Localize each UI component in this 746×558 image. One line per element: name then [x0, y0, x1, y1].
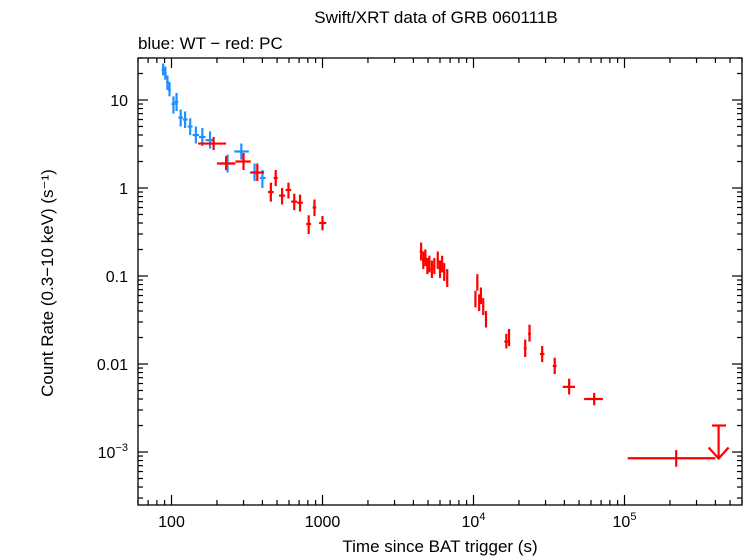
- data-point: [627, 450, 716, 467]
- data-point: [428, 255, 431, 273]
- x-tick-label: 105: [613, 511, 637, 531]
- data-point: [187, 118, 193, 136]
- data-point: [484, 311, 488, 328]
- data-point: [441, 255, 444, 273]
- data-point: [163, 66, 167, 80]
- x-tick-label: 100: [158, 514, 185, 531]
- data-point: [528, 324, 531, 342]
- data-point: [443, 263, 446, 281]
- data-point: [476, 274, 479, 291]
- x-tick-label: 1000: [305, 514, 341, 531]
- data-point: [192, 126, 199, 144]
- plot-frame: [137, 57, 743, 506]
- series-pc: [198, 136, 730, 467]
- data-point: [273, 170, 278, 187]
- data-point: [216, 156, 236, 171]
- y-tick-label: 10−3: [98, 442, 128, 462]
- data-point: [174, 93, 179, 111]
- data-point: [539, 346, 545, 363]
- data-point: [424, 249, 427, 266]
- data-point: [474, 290, 477, 308]
- data-point: [234, 143, 249, 160]
- data-point: [267, 182, 274, 202]
- data-point: [312, 199, 317, 217]
- data-point: [504, 333, 509, 349]
- data-point: [419, 242, 423, 261]
- chart-title: Swift/XRT data of GRB 060111B: [314, 8, 558, 27]
- data-point: [552, 357, 557, 374]
- y-tick-label: 0.1: [106, 269, 128, 286]
- data-point: [478, 294, 481, 312]
- data-point: [171, 96, 176, 114]
- data-point: [168, 82, 171, 97]
- x-tick-label: 104: [462, 511, 486, 531]
- data-point: [306, 215, 312, 235]
- data-point: [422, 251, 425, 270]
- axis-ticks: 100 1000 104 105 10 1 0.1 0.01 10−3: [97, 57, 743, 531]
- data-point: [235, 152, 251, 171]
- x-axis-label: Time since BAT trigger (s): [342, 537, 537, 556]
- data-points: [161, 63, 730, 467]
- y-tick-label: 10: [110, 93, 128, 110]
- data-point: [433, 258, 436, 275]
- data-point: [182, 111, 188, 129]
- data-point: [426, 258, 429, 275]
- data-point: [436, 251, 439, 270]
- y-tick-label: 0.01: [97, 357, 128, 374]
- data-point: [479, 287, 483, 305]
- data-point: [161, 63, 165, 76]
- data-point: [562, 378, 575, 395]
- chart-subtitle: blue: WT − red: PC: [138, 34, 283, 53]
- data-point: [438, 260, 442, 278]
- data-point: [430, 260, 434, 278]
- data-point: [166, 75, 169, 90]
- data-point: [297, 194, 303, 212]
- data-point: [250, 163, 265, 182]
- data-point: [291, 193, 298, 211]
- data-point: [584, 392, 603, 406]
- data-point: [482, 298, 485, 316]
- data-point: [507, 328, 511, 347]
- data-point: [178, 109, 183, 127]
- data-point: [446, 269, 449, 287]
- upper-limit-arrow: [707, 424, 730, 461]
- y-axis-label: Count Rate (0.3−10 keV) (s⁻¹): [38, 169, 57, 397]
- y-tick-label: 1: [119, 181, 128, 198]
- data-point: [523, 339, 527, 358]
- data-point: [285, 182, 292, 199]
- data-point: [198, 136, 227, 151]
- series-wt: [161, 63, 266, 188]
- data-point: [319, 216, 327, 231]
- data-point: [278, 187, 286, 205]
